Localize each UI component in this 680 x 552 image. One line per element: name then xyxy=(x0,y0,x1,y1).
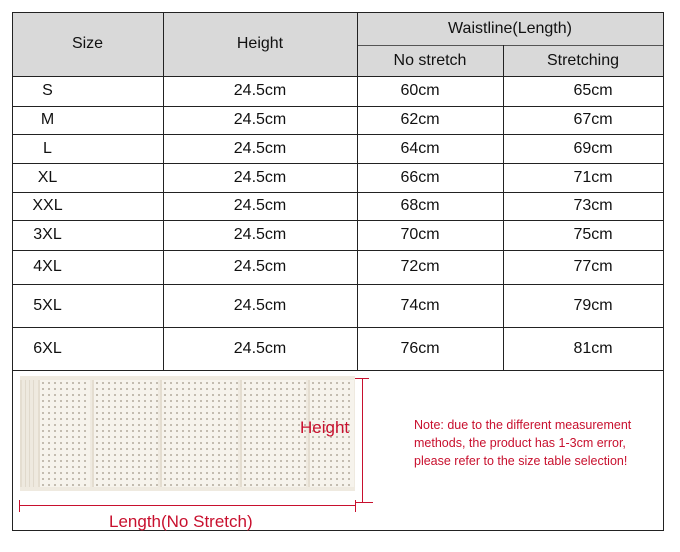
table-cell-size: 5XL xyxy=(33,296,62,314)
header-no-stretch: No stretch xyxy=(393,51,467,69)
table-cell-size: 4XL xyxy=(33,258,62,275)
row-divider xyxy=(12,76,663,77)
row-divider xyxy=(12,106,663,107)
table-cell-no-stretch: 62cm xyxy=(400,111,440,128)
column-divider xyxy=(357,12,358,370)
length-dimension-line xyxy=(19,505,355,506)
header-size: Size xyxy=(71,35,104,52)
row-divider xyxy=(12,370,663,371)
table-cell-stretching: 77cm xyxy=(573,258,613,275)
header-height: Height xyxy=(236,35,284,52)
height-tick-bottom xyxy=(355,502,373,503)
row-divider xyxy=(12,284,663,285)
table-cell-height: 24.5cm xyxy=(233,296,287,314)
table-cell-stretching: 69cm xyxy=(573,139,613,157)
table-cell-size: XXL xyxy=(32,197,63,214)
table-cell-size: XL xyxy=(37,168,58,186)
table-cell-size: L xyxy=(43,139,52,157)
header-stretching: Stretching xyxy=(546,51,620,69)
table-header xyxy=(12,12,663,76)
table-border xyxy=(12,370,13,530)
height-label: Height xyxy=(300,418,350,437)
table-cell-size: S xyxy=(42,82,53,99)
height-dimension-line xyxy=(362,378,363,502)
note-line: please refer to the size table selection… xyxy=(414,454,628,468)
table-cell-no-stretch: 74cm xyxy=(400,296,440,314)
table-cell-stretching: 71cm xyxy=(573,168,613,186)
table-cell-height: 24.5cm xyxy=(233,226,287,243)
table-border xyxy=(663,370,664,530)
table-cell-no-stretch: 76cm xyxy=(400,339,440,357)
column-divider xyxy=(663,12,664,370)
table-cell-stretching: 67cm xyxy=(573,111,613,128)
table-cell-no-stretch: 66cm xyxy=(400,168,440,186)
row-divider xyxy=(12,192,663,193)
table-cell-size: M xyxy=(40,111,55,128)
table-cell-size: 3XL xyxy=(33,226,62,243)
length-tick-left xyxy=(19,500,20,512)
column-divider xyxy=(503,45,504,370)
table-cell-stretching: 81cm xyxy=(573,339,613,357)
table-cell-height: 24.5cm xyxy=(233,111,287,128)
row-divider xyxy=(12,163,663,164)
header-divider xyxy=(357,45,663,46)
table-cell-no-stretch: 70cm xyxy=(400,226,440,243)
header-waistline: Waistline(Length) xyxy=(448,19,572,37)
table-cell-height: 24.5cm xyxy=(233,82,287,99)
table-cell-height: 24.5cm xyxy=(233,197,287,214)
table-cell-stretching: 65cm xyxy=(573,82,613,99)
table-cell-stretching: 73cm xyxy=(573,197,613,214)
column-divider xyxy=(12,12,13,370)
column-divider xyxy=(163,12,164,370)
table-cell-height: 24.5cm xyxy=(233,168,287,186)
table-cell-height: 24.5cm xyxy=(233,258,287,275)
table-cell-no-stretch: 60cm xyxy=(400,82,440,99)
table-border xyxy=(12,530,664,531)
table-cell-size: 6XL xyxy=(33,339,62,357)
table-border xyxy=(12,12,663,13)
table-cell-height: 24.5cm xyxy=(233,339,287,357)
table-cell-stretching: 75cm xyxy=(573,226,613,243)
table-cell-height: 24.5cm xyxy=(233,139,287,157)
note-line: Note: due to the different measurement xyxy=(414,418,632,432)
row-divider xyxy=(12,220,663,221)
table-cell-no-stretch: 72cm xyxy=(400,258,440,275)
row-divider xyxy=(12,134,663,135)
length-label: Length(No Stretch) xyxy=(109,512,253,531)
note-line: methods, the product has 1-3cm error, xyxy=(414,436,626,450)
table-cell-no-stretch: 64cm xyxy=(400,139,440,157)
table-cell-stretching: 79cm xyxy=(573,296,613,314)
waist-trainer-photo xyxy=(20,376,355,491)
table-cell-no-stretch: 68cm xyxy=(400,197,440,214)
length-tick-right xyxy=(355,500,356,512)
height-tick-top xyxy=(355,378,369,379)
row-divider xyxy=(12,327,663,328)
measurement-note: Note: due to the different measurement m… xyxy=(414,416,631,470)
row-divider xyxy=(12,250,663,251)
